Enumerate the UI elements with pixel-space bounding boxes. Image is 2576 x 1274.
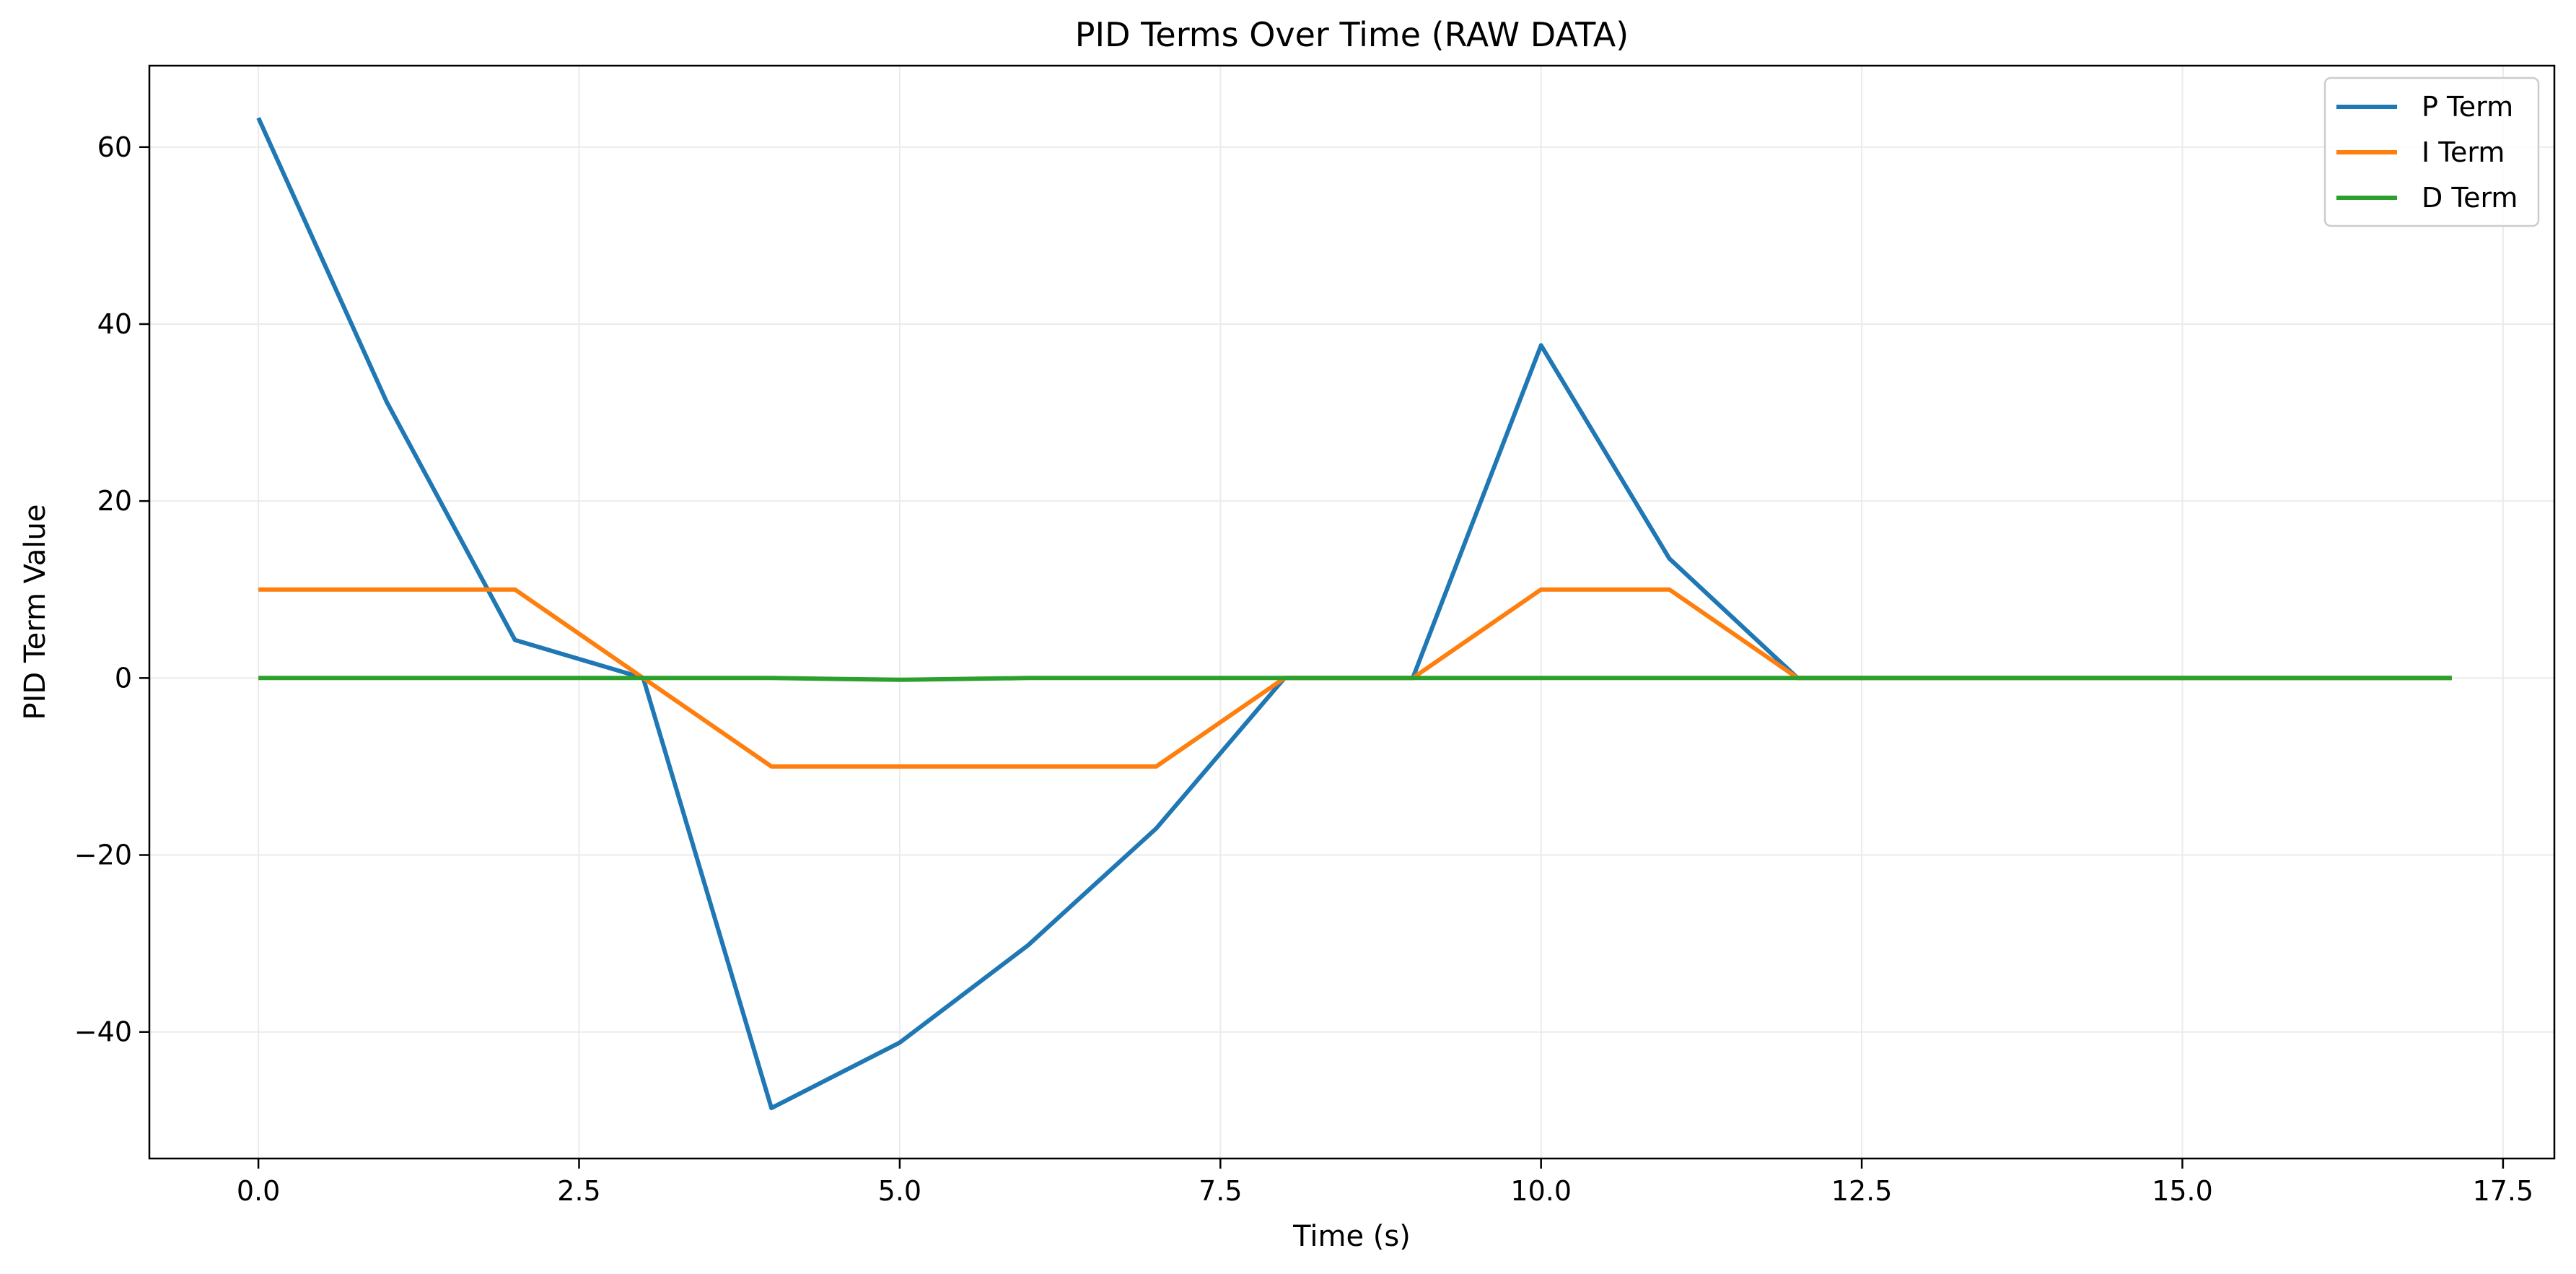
- y-tick-label: −20: [74, 839, 132, 871]
- y-tick-label: 0: [115, 662, 132, 694]
- x-tick-label: 5.0: [878, 1175, 921, 1207]
- y-tick-label: 20: [97, 485, 132, 517]
- y-tick-label: 40: [97, 308, 132, 340]
- chart-title: PID Terms Over Time (RAW DATA): [1075, 15, 1629, 54]
- x-tick-label: 7.5: [1199, 1175, 1242, 1207]
- y-axis-label: PID Term Value: [19, 505, 52, 720]
- d-term-line: [258, 676, 2452, 682]
- x-tick-label: 10.0: [1510, 1175, 1572, 1207]
- x-tick-label: 15.0: [2152, 1175, 2213, 1207]
- p-term-legend-label: P Term: [2422, 91, 2513, 123]
- x-tick-label: 0.0: [237, 1175, 280, 1207]
- y-tick-label: −40: [74, 1016, 132, 1048]
- x-axis-ticks: 0.0 2.5 5.0 7.5 10.0 12.5 15.0 17.5: [237, 1159, 2533, 1207]
- series-lines: [256, 117, 2452, 1111]
- legend-box: [2323, 77, 2540, 227]
- d-term-legend-label: D Term: [2422, 182, 2518, 214]
- y-axis-ticks: −40 −20 0 20 40 60: [74, 131, 149, 1048]
- i-term-legend-label: I Term: [2422, 136, 2505, 168]
- y-tick-label: 60: [97, 131, 132, 163]
- plot-frame: [148, 64, 2556, 1160]
- x-tick-label: 17.5: [2473, 1175, 2534, 1207]
- x-tick-label: 12.5: [1831, 1175, 1893, 1207]
- x-axis-label: Time (s): [1292, 1220, 1411, 1253]
- legend: P Term I Term D Term: [2323, 77, 2540, 227]
- x-tick-label: 2.5: [557, 1175, 600, 1207]
